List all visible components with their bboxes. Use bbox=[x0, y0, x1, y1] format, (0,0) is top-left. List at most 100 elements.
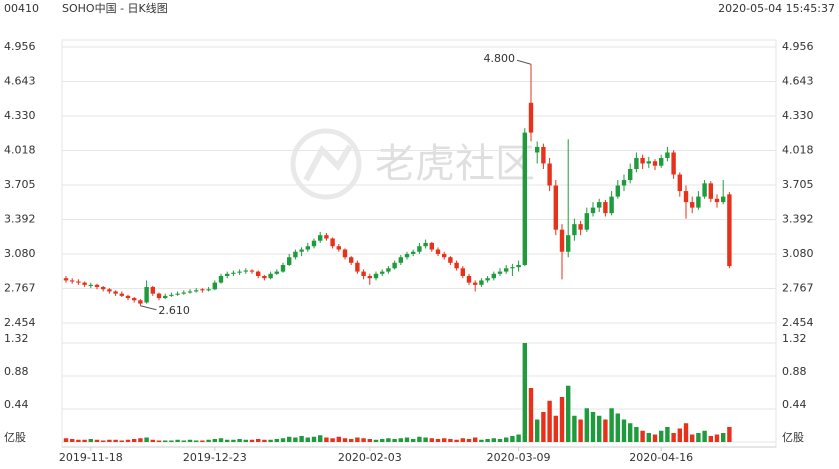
volume-bar bbox=[578, 419, 583, 442]
volume-bar bbox=[460, 438, 465, 442]
y-tick-label: 4.956 bbox=[4, 40, 36, 53]
candle-body bbox=[392, 262, 397, 269]
volume-bar bbox=[231, 439, 236, 442]
y-tick-label: 3.392 bbox=[4, 213, 36, 226]
volume-bar bbox=[256, 439, 261, 442]
volume-bar bbox=[727, 427, 732, 442]
candle-body bbox=[175, 293, 180, 295]
candle-body bbox=[187, 291, 193, 293]
stock-code: 00410 bbox=[4, 2, 39, 15]
candle-body bbox=[181, 292, 186, 294]
volume-bar bbox=[243, 439, 248, 442]
y-tick-label-right: 4.643 bbox=[782, 75, 814, 88]
candle-body bbox=[169, 294, 174, 296]
volume-bar bbox=[491, 438, 496, 442]
candle-body bbox=[634, 157, 639, 170]
candle-body bbox=[268, 273, 273, 279]
volume-bar bbox=[88, 439, 93, 442]
watermark-text: 老虎社区 bbox=[375, 141, 535, 187]
y-tick-label-right: 4.956 bbox=[782, 40, 814, 53]
volume-bar bbox=[305, 437, 310, 442]
candle-body bbox=[628, 169, 633, 181]
candle-body bbox=[311, 240, 317, 247]
volume-bar bbox=[423, 437, 428, 442]
candle-body bbox=[243, 270, 248, 272]
y-tick-label-right: 3.392 bbox=[782, 213, 814, 226]
candle-body bbox=[355, 262, 360, 272]
candle-body bbox=[721, 196, 726, 203]
candle-body bbox=[516, 264, 521, 268]
candle-body bbox=[349, 257, 354, 263]
x-tick-label: 2019-12-23 bbox=[183, 451, 247, 464]
candle-body bbox=[119, 293, 124, 296]
y-tick-label: 4.330 bbox=[4, 109, 36, 122]
volume-bar bbox=[107, 439, 112, 442]
volume-bar bbox=[280, 438, 286, 442]
volume-bar bbox=[287, 436, 292, 442]
candle-body bbox=[448, 257, 453, 263]
volume-bar bbox=[373, 439, 379, 442]
candle-body bbox=[144, 287, 149, 303]
volume-bar bbox=[609, 408, 614, 442]
volume-bar bbox=[522, 343, 527, 442]
volume-bar bbox=[268, 439, 273, 442]
candle-body bbox=[336, 246, 341, 250]
volume-bar bbox=[206, 439, 211, 442]
candle-body bbox=[541, 146, 546, 164]
volume-bar bbox=[187, 439, 193, 442]
candle-body bbox=[473, 282, 478, 285]
volume-tick-label: 0.44 bbox=[4, 398, 29, 411]
candle-body bbox=[125, 295, 131, 299]
candle-body bbox=[727, 194, 732, 267]
volume-bar bbox=[349, 439, 354, 442]
candle-body bbox=[386, 268, 391, 272]
volume-bar bbox=[70, 439, 75, 442]
candle-body bbox=[615, 185, 620, 197]
volume-bar bbox=[553, 415, 558, 442]
y-tick-label: 3.080 bbox=[4, 247, 36, 260]
candle-body bbox=[274, 271, 279, 274]
volume-bar bbox=[504, 437, 509, 442]
x-tick-label: 2019-11-18 bbox=[59, 451, 123, 464]
volume-bar bbox=[311, 436, 317, 442]
timestamp: 2020-05-04 15:45:37 bbox=[718, 2, 835, 15]
volume-bar bbox=[690, 434, 695, 442]
candle-body bbox=[677, 174, 682, 192]
candle-body bbox=[113, 291, 118, 294]
candle-body bbox=[435, 249, 441, 254]
volume-bar bbox=[516, 434, 521, 442]
annotation-label: 4.800 bbox=[484, 52, 516, 65]
volume-bar bbox=[448, 439, 453, 442]
volume-bar bbox=[181, 440, 186, 442]
candle-body bbox=[212, 282, 217, 290]
y-tick-label: 2.454 bbox=[4, 316, 36, 329]
candle-body bbox=[683, 191, 689, 203]
volume-bar bbox=[380, 439, 385, 442]
x-tick-label: 2020-04-16 bbox=[629, 451, 693, 464]
candle-body bbox=[380, 271, 385, 274]
candle-body bbox=[553, 185, 558, 230]
candle-body bbox=[665, 152, 670, 158]
candle-body bbox=[262, 276, 267, 279]
volume-bar bbox=[132, 439, 137, 442]
candle-body bbox=[361, 271, 366, 277]
y-tick-label-right: 3.080 bbox=[782, 247, 814, 260]
candle-body bbox=[652, 161, 658, 166]
candle-body bbox=[138, 300, 143, 304]
candle-body bbox=[708, 183, 713, 199]
candle-body bbox=[429, 242, 434, 250]
candle-body bbox=[404, 253, 410, 258]
candle-body bbox=[63, 278, 69, 281]
volume-tick-label-right: 1.32 bbox=[782, 332, 807, 345]
candle-body bbox=[528, 102, 534, 133]
candle-body bbox=[324, 235, 329, 239]
volume-tick-label: 0.88 bbox=[4, 365, 29, 378]
candle-body bbox=[367, 276, 372, 279]
candle-body bbox=[342, 249, 348, 258]
volume-tick-label-right: 亿股 bbox=[782, 431, 804, 444]
volume-bar bbox=[163, 440, 168, 442]
volume-bar bbox=[442, 438, 447, 442]
volume-bar bbox=[659, 430, 664, 442]
volume-bar bbox=[392, 439, 397, 442]
volume-bar bbox=[615, 413, 620, 442]
